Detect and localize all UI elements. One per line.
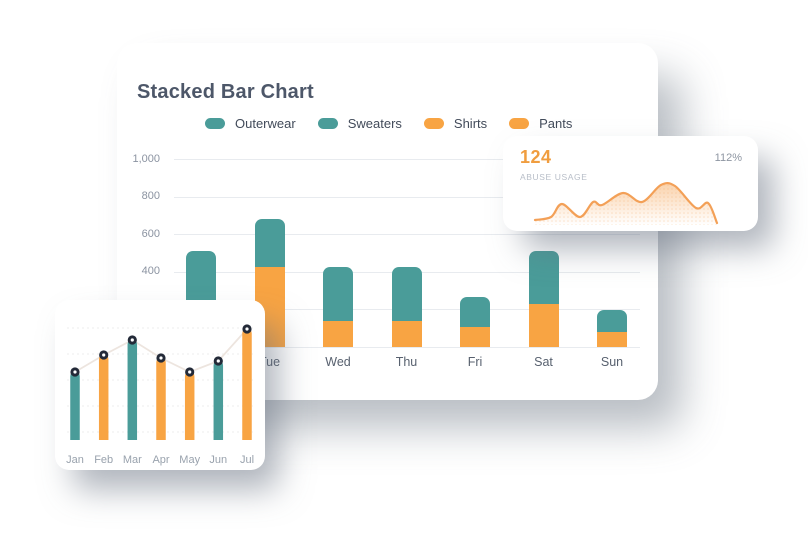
y-axis-tick-label: 400 — [141, 265, 160, 277]
mini-bar-jun — [213, 361, 224, 440]
mini-bar-jul — [242, 329, 252, 440]
bar-sun — [597, 309, 627, 347]
x-axis-label-thu: Thu — [395, 355, 418, 369]
bar-fri — [460, 297, 490, 347]
mini-marker-dot-center — [216, 359, 220, 363]
mini-bar-mar — [127, 340, 138, 440]
legend-swatch-icon — [317, 118, 338, 129]
x-axis-label-sat: Sat — [534, 355, 553, 369]
bar-wed — [323, 267, 353, 347]
bar-segment-tue-outerwear — [254, 218, 285, 268]
usage-percent: 112% — [714, 152, 742, 164]
stacked-bar-chart: 02004006008001,000MonTueWedThuFriSatSun — [117, 43, 658, 400]
mini-bar-feb — [98, 355, 109, 440]
legend-item-label: Outerwear — [235, 116, 296, 131]
x-axis-label-sun: Sun — [600, 355, 624, 369]
mini-bar-may — [184, 372, 195, 440]
mini-bar-jan — [70, 372, 80, 440]
usage-value: 124 — [520, 147, 552, 167]
y-axis-tick-label: 1,000 — [132, 152, 160, 165]
legend-swatch-icon — [509, 118, 530, 129]
bar-segment-fri-shirts — [460, 327, 490, 347]
card-title: Stacked Bar Chart — [137, 81, 314, 104]
bar-sat — [528, 251, 559, 347]
usage-area-chart — [533, 181, 719, 225]
usage-line — [533, 181, 719, 225]
mini-marker-dot-center — [130, 338, 134, 342]
gridline — [174, 234, 640, 235]
mini-x-label-jul: Jul — [240, 454, 254, 466]
x-axis-label-wed: Wed — [325, 355, 351, 369]
mini-x-label-jun: Jun — [209, 454, 227, 466]
mini-x-label-feb: Feb — [94, 454, 113, 466]
gridline — [174, 159, 640, 160]
mini-chart-card: Jan Feb Mar Apr May Jun Jul — [55, 300, 265, 470]
mini-bar-apr — [156, 358, 166, 440]
bar-thu — [391, 267, 422, 347]
legend-item-label: Shirts — [453, 116, 488, 131]
legend-item-pants[interactable]: Pants — [509, 116, 572, 131]
usage-label: ABUSE USAGE — [520, 172, 588, 182]
legend-swatch-icon — [205, 118, 225, 129]
mini-marker-dot-center — [73, 370, 77, 374]
legend-swatch-icon — [423, 118, 444, 129]
mini-marker-dot-center — [102, 353, 106, 357]
bar-segment-sun-shirts — [597, 332, 627, 347]
bar-segment-fri-outerwear — [460, 297, 490, 328]
legend-item-sweaters[interactable]: Sweaters — [317, 116, 402, 131]
mini-x-label-mar: Mar — [123, 454, 142, 466]
mini-marker-dot-center — [245, 327, 249, 331]
bar-segment-sat-shirts — [528, 303, 559, 347]
bar-segment-sat-outerwear — [528, 251, 559, 304]
mini-marker-dot-center — [159, 356, 163, 360]
y-axis-tick-label: 800 — [141, 190, 160, 202]
legend-item-label: Pants — [539, 116, 573, 131]
mini-x-label-jan: Jan — [66, 454, 84, 466]
legend-item-label: Sweaters — [347, 116, 402, 131]
bar-segment-wed-outerwear — [323, 267, 353, 321]
mini-x-label-may: May — [179, 454, 200, 466]
legend-item-outerwear[interactable]: Outerwear — [205, 116, 296, 131]
y-axis-tick-label: 600 — [141, 227, 160, 240]
legend-item-shirts[interactable]: Shirts — [423, 116, 488, 131]
gridline — [174, 346, 640, 348]
bar-tue — [254, 218, 285, 347]
x-axis-label-fri: Fri — [467, 355, 483, 369]
bar-segment-thu-outerwear — [391, 267, 422, 321]
bar-segment-thu-shirts — [391, 320, 422, 347]
bar-segment-wed-shirts — [323, 320, 353, 347]
mini-bar-chart: Jan Feb Mar Apr May Jun Jul — [66, 324, 254, 466]
gridline — [174, 196, 640, 198]
bar-segment-sun-outerwear — [597, 309, 627, 332]
mini-x-label-apr: Apr — [152, 454, 169, 466]
usage-area-texture — [535, 183, 717, 225]
usage-card: 124 112% ABUSE USAGE — [503, 136, 758, 231]
mini-marker-dot-center — [188, 370, 192, 374]
chart-legend: Outerwear Sweaters Shirts Pants — [205, 116, 572, 131]
